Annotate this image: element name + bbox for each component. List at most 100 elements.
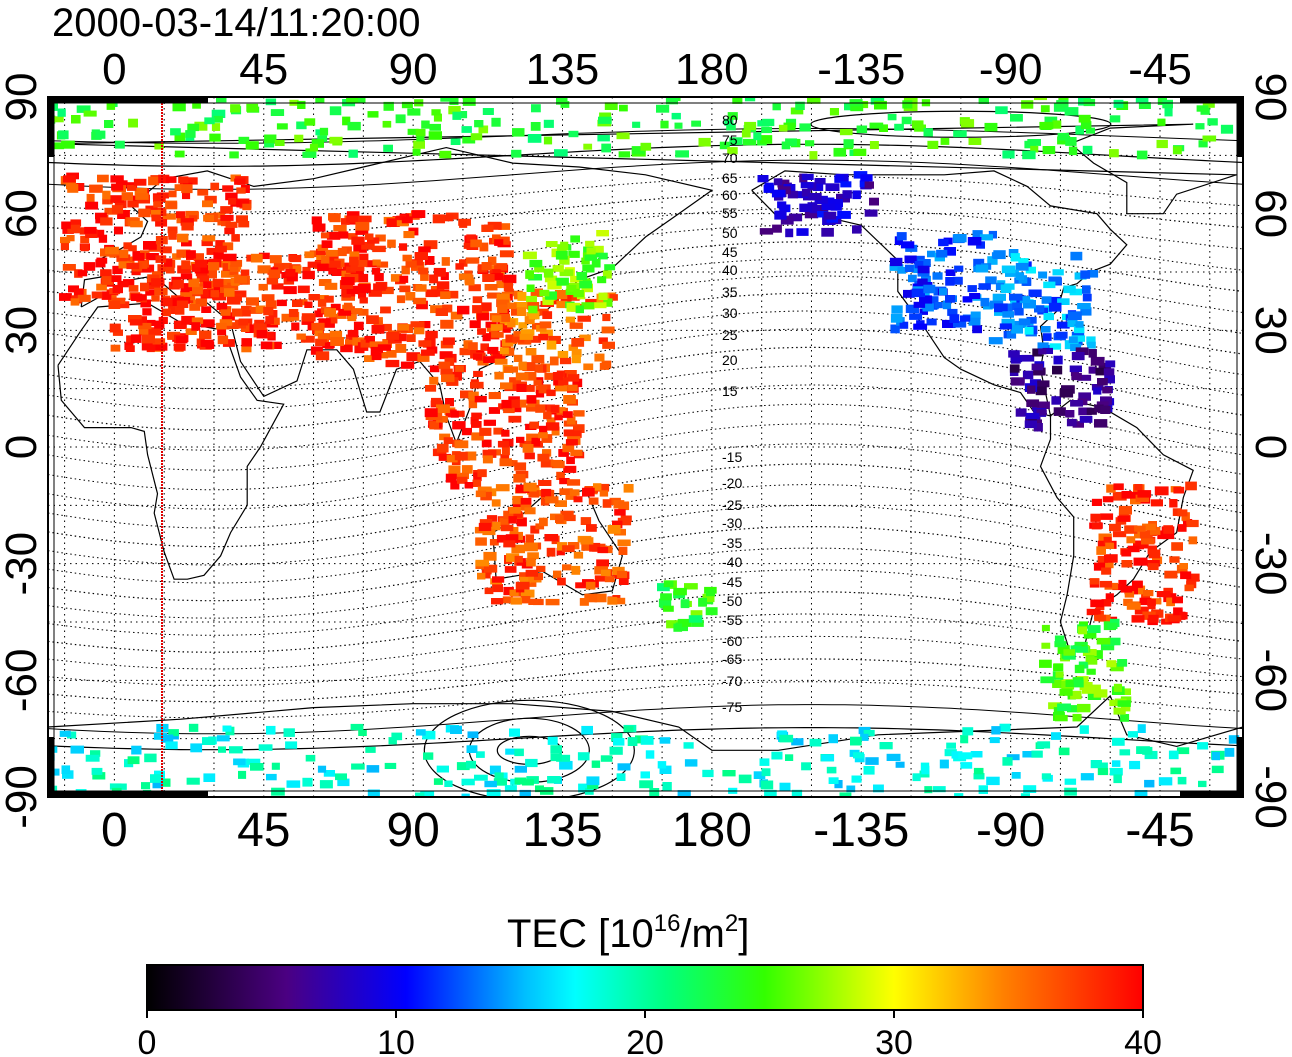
tec-cell [1133,540,1144,550]
tec-cell [912,773,921,782]
tec-cell [524,371,537,381]
tec-cell [533,379,542,386]
tec-cell [1034,305,1045,313]
tec-cell [1026,316,1037,324]
tec-cell [95,212,107,220]
tec-cell [405,260,417,268]
tec-cell [616,773,626,781]
tec-cell [600,569,611,577]
tec-cell [799,203,812,212]
tec-cell [174,184,183,191]
contour-label: 30 [722,305,738,321]
tec-cell [302,777,313,787]
tec-cell [477,469,487,478]
tec-cell [1086,668,1096,675]
tec-cell [1072,421,1084,428]
tec-cell [110,175,124,183]
tec-cell [182,190,191,200]
tec-cell [972,325,982,334]
tec-cell [1037,741,1051,749]
contour-label: -15 [722,449,742,465]
tec-cell [142,308,152,316]
tec-cell [535,308,549,316]
tec-cell [984,122,998,132]
tec-cell [365,746,376,753]
tec-cell [271,762,280,770]
tec-cell [578,783,591,793]
tec-cell [446,454,458,463]
tec-cell [181,240,192,247]
tec-cell [132,252,145,261]
tec-cell [535,404,546,413]
tec-cell [602,499,612,508]
tec-cell [568,130,579,138]
tec-cell [202,235,216,242]
tec-cell [1002,757,1013,766]
tec-cell [360,339,372,348]
tec-cell [441,214,454,222]
tec-cell [1093,689,1108,698]
contour-label: -35 [722,535,742,551]
tec-cell [281,313,294,322]
tec-cell [1077,703,1091,713]
tec-cell [945,277,955,286]
tec-cell [401,265,410,275]
tec-cell [573,289,584,298]
tec-cell [863,766,875,775]
tec-cell [514,765,527,773]
tec-cell [779,782,791,792]
tec-cell [543,136,553,145]
tec-cell [49,116,64,123]
tec-cell [834,175,845,183]
tec-cell [217,326,227,336]
tec-cell [1072,713,1082,722]
tec-cell [890,324,900,334]
tec-cell [112,284,123,294]
tec-cell [1170,767,1182,775]
tec-cell [368,289,382,297]
tec-cell [938,238,949,247]
tec-cell [486,515,498,522]
tec-cell [944,247,956,256]
tec-cell [1138,102,1151,109]
tec-cell [1022,300,1036,309]
tec-cell [1012,302,1023,311]
tec-cell [204,117,215,125]
tec-cell [192,101,201,109]
tec-cell [698,597,707,607]
tec-cell [1211,765,1224,774]
tec-cell [1027,385,1036,394]
tec-cell [946,742,956,749]
magnetic-contour [48,526,1243,602]
tec-cell [478,522,492,531]
tec-cell [483,564,498,573]
tec-cell [583,363,594,371]
tec-cell [969,293,981,299]
tec-cell [522,444,534,453]
magnetic-contour [48,658,1243,703]
tec-cell [677,790,691,797]
tec-cell [401,216,413,224]
tec-cell [1040,676,1055,684]
tec-cell [1169,499,1178,508]
tec-cell [1073,326,1085,334]
tec-cell [66,183,76,190]
tec-cell [602,341,615,349]
tec-cell [526,284,535,292]
tec-cell [580,517,592,525]
tec-cell [342,116,351,126]
tec-cell [889,257,903,267]
tec-cell [598,116,612,124]
tec-cell [380,286,394,295]
tec-cell [1120,585,1133,593]
tec-cell [1042,333,1052,341]
tec-cell [1177,509,1188,517]
magnetic-contour [48,328,1243,410]
tec-cell [155,255,167,263]
tec-cell [1048,276,1062,285]
tec-cell [214,245,227,253]
tec-cell [200,289,209,298]
tec-cell [153,194,166,203]
tec-cell [779,734,794,743]
